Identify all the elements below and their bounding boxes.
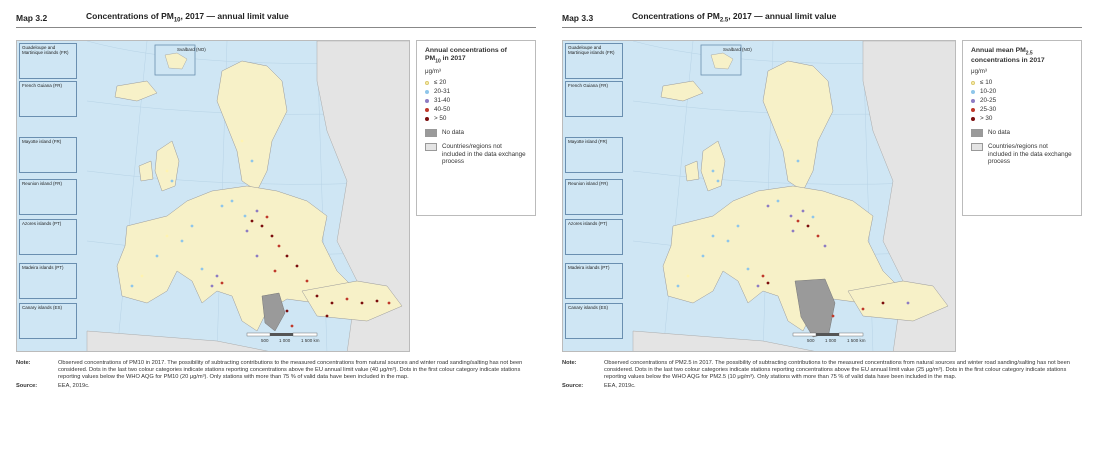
- not-included-swatch: [971, 143, 983, 152]
- inset-azores: Azores islands (PT): [565, 219, 623, 255]
- legend-item: 20-31: [425, 87, 527, 96]
- legend-dot-icon: [425, 80, 429, 85]
- legend-dot-icon: [971, 89, 975, 94]
- legend-item: 31-40: [425, 96, 527, 105]
- map-notes: Note: Observed concentrations of PM2.5 i…: [562, 360, 1082, 392]
- inset-mayotte: Mayotte island (FR): [565, 137, 623, 173]
- svalbard-label: Svalbard (NO): [177, 47, 206, 52]
- europe-map: Svalbard (NO): [562, 40, 956, 352]
- legend-item: ≤ 20: [425, 78, 527, 87]
- inset-guadeloupe-martinique: Guadeloupe and Martinique islands (FR): [565, 43, 623, 79]
- svg-text:500: 500: [807, 338, 815, 343]
- no-data-swatch: [971, 129, 983, 138]
- svg-text:500: 500: [261, 338, 269, 343]
- note-row: Note: Observed concentrations of PM2.5 i…: [562, 360, 1070, 380]
- station-dots: [676, 139, 910, 318]
- legend-item: 20-25: [971, 96, 1073, 105]
- legend-title: Annual mean PM2.5 concentrations in 2017: [971, 47, 1045, 65]
- map-number: Map 3.2: [16, 12, 48, 23]
- legend-unit: μg/m³: [971, 68, 987, 76]
- map-legend: Annual concentrations of PM10 in 2017 μg…: [416, 40, 536, 216]
- legend-dot-icon: [425, 98, 429, 103]
- europe-map: Svalbard (NO): [16, 40, 410, 352]
- inset-azores: Azores islands (PT): [19, 219, 77, 255]
- map-panel-pm10: Map 3.2 Concentrations of PM10, 2017 — a…: [16, 8, 536, 428]
- inset-reunion: Reunion island (FR): [565, 179, 623, 215]
- legend-not-included: Countries/regions not included in the da…: [971, 143, 1073, 166]
- inset-mayotte: Mayotte island (FR): [19, 137, 77, 173]
- legend-dot-icon: [425, 116, 429, 121]
- legend-dot-icon: [425, 107, 429, 112]
- inset-french-guiana: French Guiana (FR): [565, 81, 623, 117]
- legend-no-data: No data: [971, 129, 1073, 138]
- legend-dot-icon: [971, 107, 975, 112]
- map-header: Map 3.3 Concentrations of PM2.5, 2017 — …: [562, 8, 1082, 28]
- scale-bar: 500 1 000 1 500 km: [246, 332, 320, 343]
- legend-dot-icon: [971, 80, 975, 85]
- inset-canary: Canary islands (ES): [19, 303, 77, 339]
- map-panel-pm25: Map 3.3 Concentrations of PM2.5, 2017 — …: [562, 8, 1082, 428]
- svg-text:1 000: 1 000: [825, 338, 837, 343]
- legend-title: Annual concentrations of PM10 in 2017: [425, 47, 507, 65]
- svg-text:1 500 km: 1 500 km: [301, 338, 320, 343]
- inset-reunion: Reunion island (FR): [19, 179, 77, 215]
- map-notes: Note: Observed concentrations of PM10 in…: [16, 360, 536, 392]
- scale-bar: 500 1 000 1 500 km: [792, 332, 866, 343]
- legend-item: > 50: [425, 114, 527, 123]
- legend-not-included: Countries/regions not included in the da…: [425, 143, 527, 166]
- map-header: Map 3.2 Concentrations of PM10, 2017 — a…: [16, 8, 536, 28]
- svalbard-label: Svalbard (NO): [723, 47, 752, 52]
- map-title: Concentrations of PM2.5, 2017 — annual l…: [632, 11, 837, 24]
- legend-item: ≤ 10: [971, 78, 1073, 87]
- source-row: Source: EEA, 2019c.: [562, 383, 636, 389]
- station-dots: [130, 139, 391, 328]
- europe-map-graphic: Svalbard (NO): [563, 41, 955, 351]
- inset-guadeloupe-martinique: Guadeloupe and Martinique islands (FR): [19, 43, 77, 79]
- inset-french-guiana: French Guiana (FR): [19, 81, 77, 117]
- svg-text:1 000: 1 000: [279, 338, 291, 343]
- legend-dot-icon: [425, 89, 429, 94]
- legend-no-data: No data: [425, 129, 527, 138]
- inset-madeira: Madeira islands (PT): [19, 263, 77, 299]
- map-title: Concentrations of PM10, 2017 — annual li…: [86, 11, 289, 24]
- legend-unit: μg/m³: [425, 68, 441, 76]
- legend-item: 10-20: [971, 87, 1073, 96]
- legend-item: 25-30: [971, 105, 1073, 114]
- map-number: Map 3.3: [562, 12, 594, 23]
- map-legend: Annual mean PM2.5 concentrations in 2017…: [962, 40, 1082, 216]
- legend-dot-icon: [971, 116, 975, 121]
- note-row: Note: Observed concentrations of PM10 in…: [16, 360, 523, 380]
- inset-canary: Canary islands (ES): [565, 303, 623, 339]
- svg-text:1 500 km: 1 500 km: [847, 338, 866, 343]
- legend-item: > 30: [971, 114, 1073, 123]
- inset-madeira: Madeira islands (PT): [565, 263, 623, 299]
- not-included-swatch: [425, 143, 437, 152]
- source-row: Source: EEA, 2019c.: [16, 383, 90, 389]
- legend-item: 40-50: [425, 105, 527, 114]
- legend-dot-icon: [971, 98, 975, 103]
- europe-map-graphic: Svalbard (NO): [17, 41, 409, 351]
- no-data-swatch: [425, 129, 437, 138]
